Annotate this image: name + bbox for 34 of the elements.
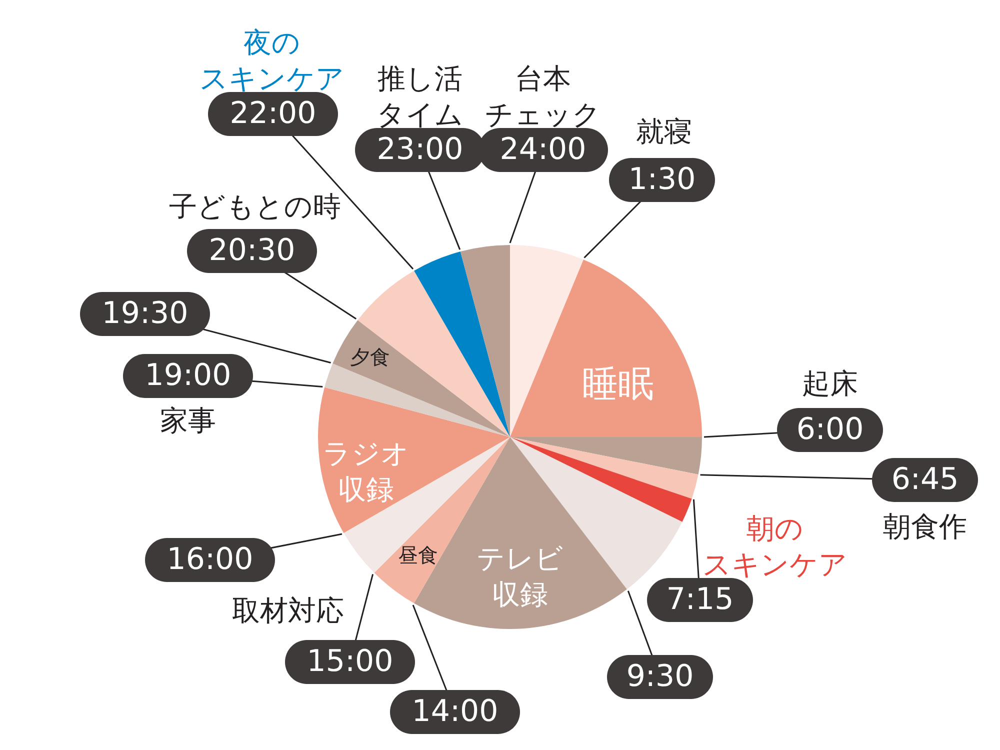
slice-label: 昼食: [398, 543, 438, 567]
pie-slice: [510, 437, 698, 499]
slice-label: 推し活タイム: [376, 62, 464, 131]
text: 24:00: [500, 132, 586, 167]
pie-slice: [414, 252, 510, 437]
text: 15:00: [306, 644, 394, 679]
text: 就寝: [636, 115, 692, 148]
slice-label: 家事: [160, 404, 216, 437]
text: 19:00: [144, 358, 232, 393]
text: 19:30: [102, 296, 188, 331]
text: 22:00: [230, 96, 316, 131]
pie-slice: [510, 437, 702, 475]
pie-slice: [510, 245, 584, 437]
text: 14:00: [412, 694, 498, 729]
pie-slice: [510, 437, 692, 522]
slice-label: 子どもとの時: [169, 190, 341, 223]
slice-label: テレビ収録: [476, 542, 564, 611]
text: 9:30: [626, 659, 694, 694]
text: 7:15: [666, 582, 734, 617]
slice-label: 夜のスキンケア: [200, 26, 344, 95]
slice-label: 夕食: [350, 345, 390, 369]
text: 1:30: [628, 162, 696, 197]
slice-label: 起床: [802, 367, 858, 400]
slice-label: 睡眠: [582, 364, 654, 405]
slice-label: 朝のスキンケア: [702, 512, 848, 581]
text: 16:00: [166, 542, 254, 577]
text: 20:30: [208, 233, 296, 268]
text: 6:00: [796, 412, 864, 447]
slice-label: 朝食作: [883, 510, 967, 543]
slice-label: ラジオ収録: [322, 437, 410, 506]
slice-label: 台本チェック: [485, 62, 601, 131]
text: 23:00: [376, 132, 464, 167]
text: 6:45: [891, 462, 959, 497]
slice-label: 取材対応: [232, 594, 344, 627]
